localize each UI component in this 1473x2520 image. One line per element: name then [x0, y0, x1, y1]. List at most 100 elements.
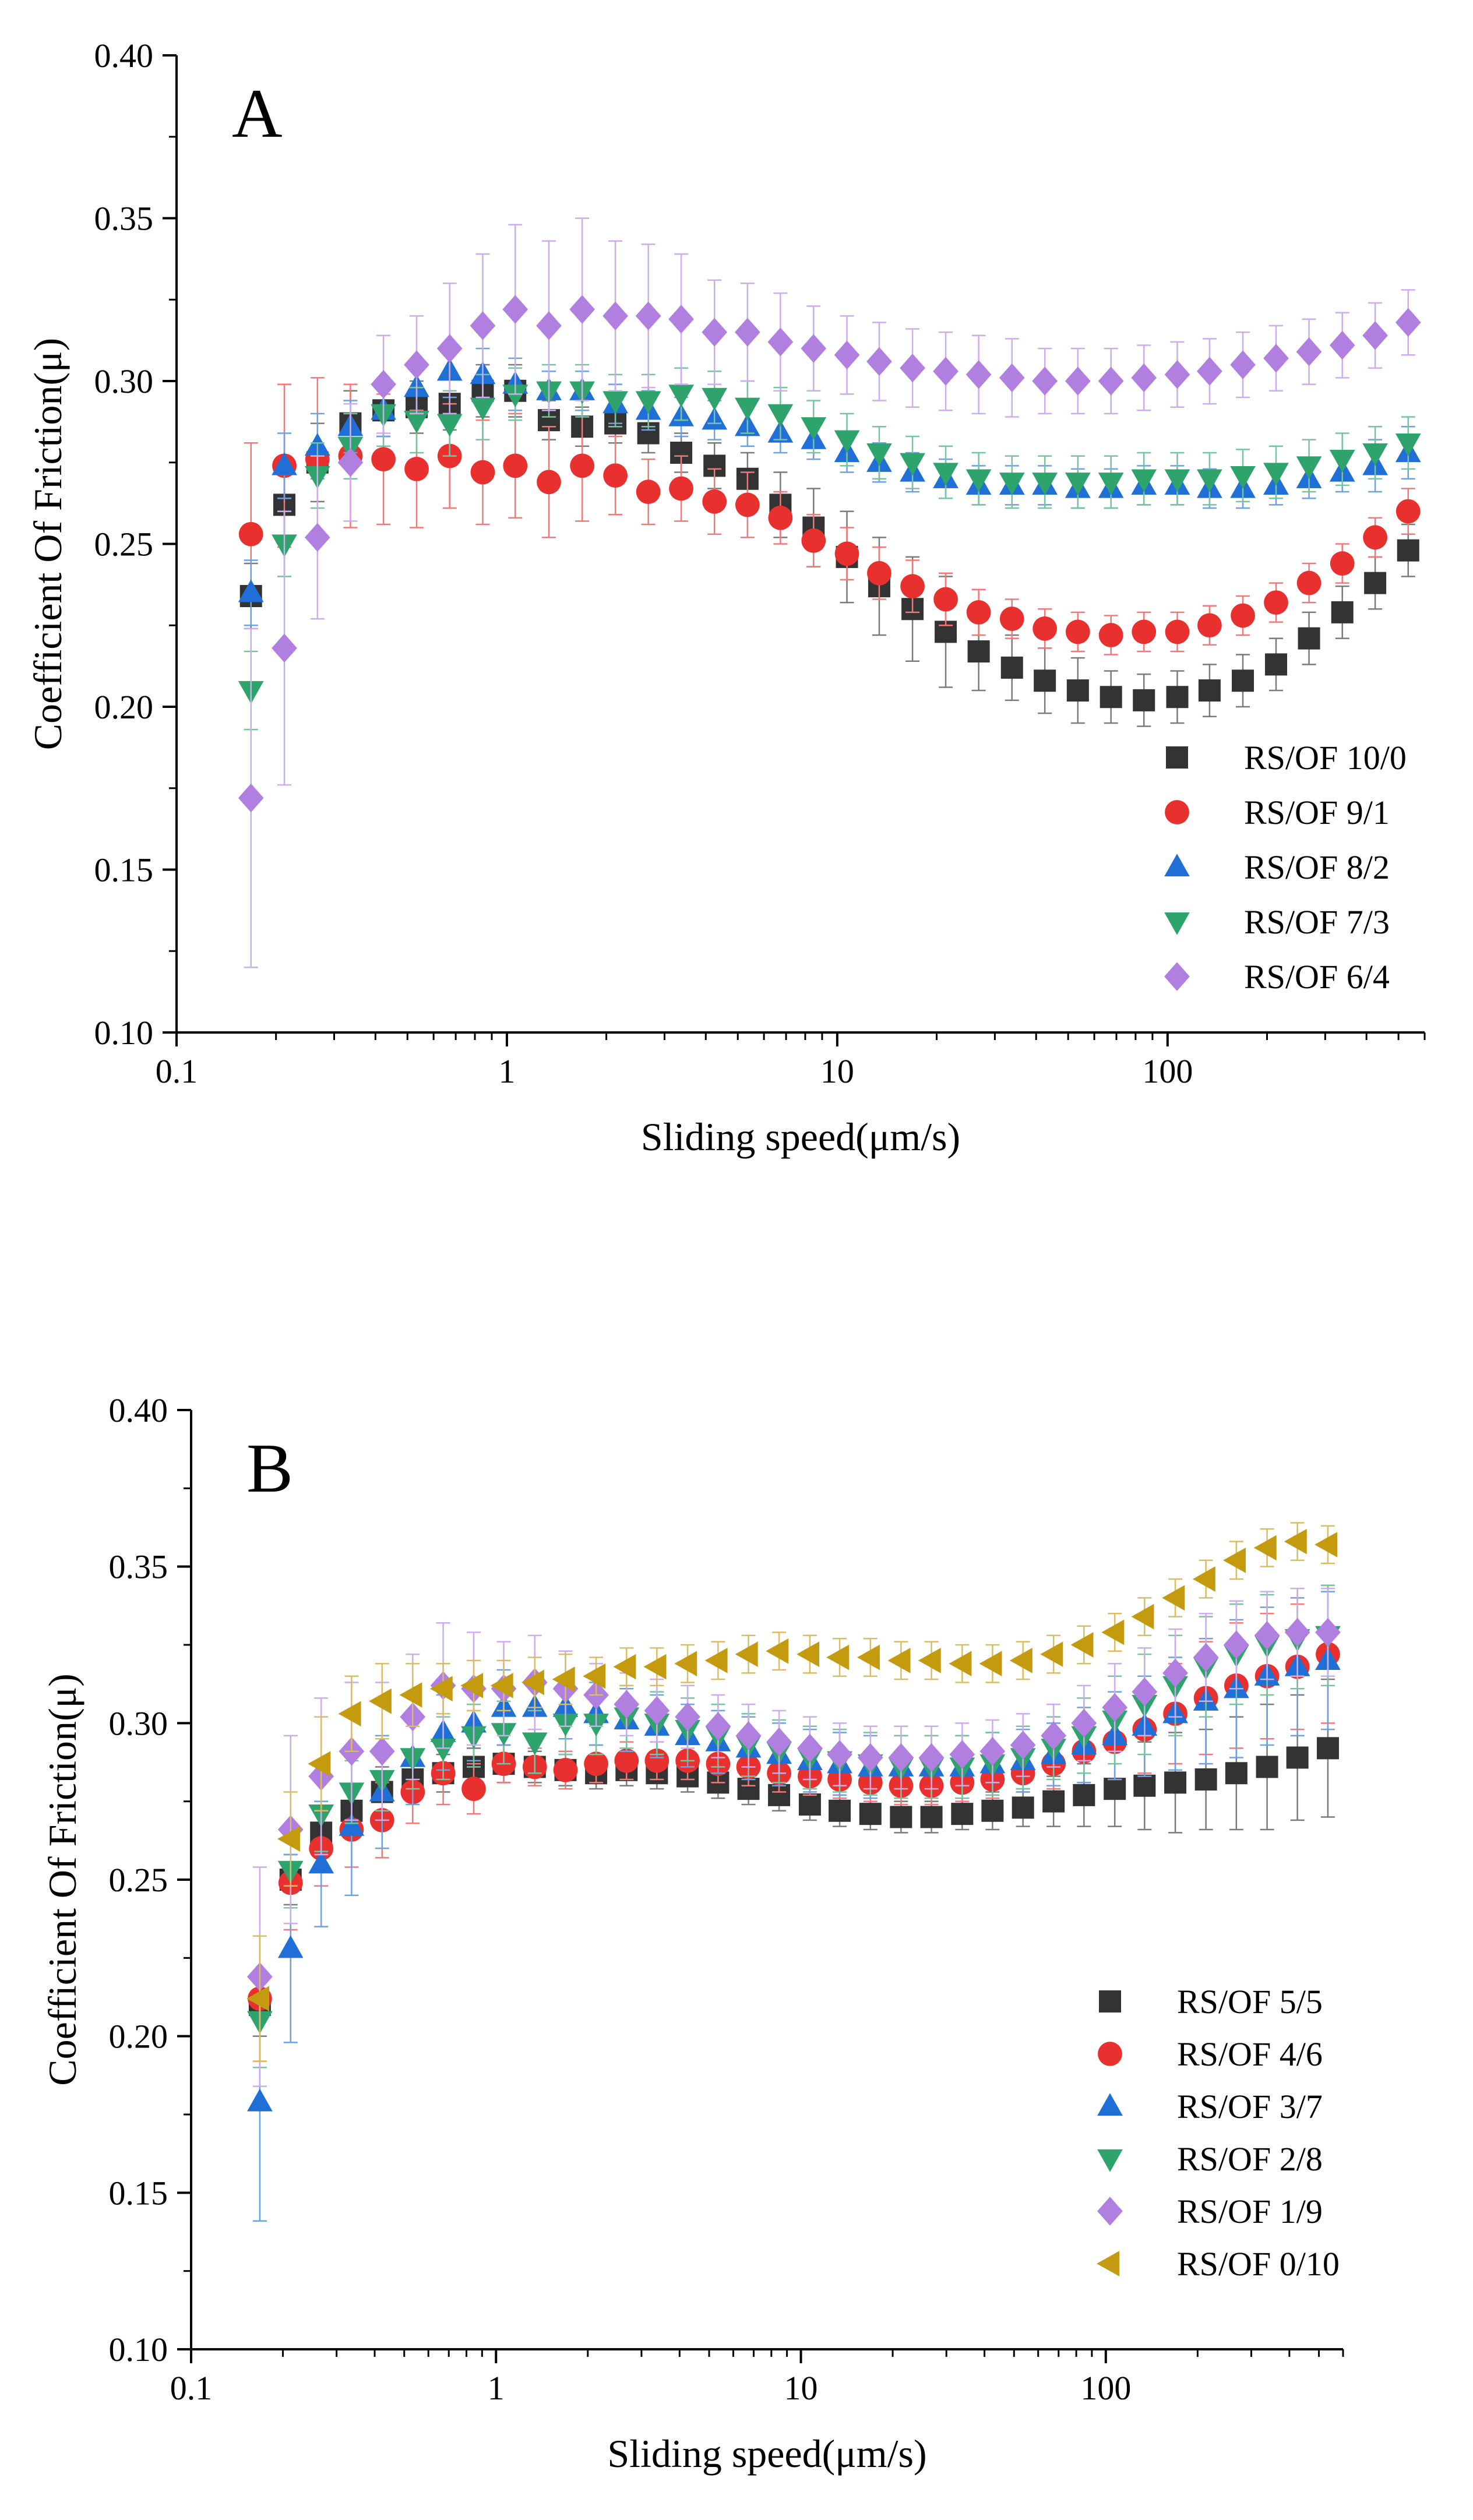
data-point [767, 327, 794, 357]
data-point [890, 1806, 912, 1828]
data-point [1066, 679, 1089, 702]
data-point [1363, 525, 1387, 550]
data-point [614, 1690, 640, 1719]
data-point [999, 473, 1025, 496]
data-point [918, 1743, 945, 1772]
data-point [1253, 1535, 1277, 1561]
x-tick-label: 100 [1142, 1052, 1193, 1090]
data-point [635, 301, 661, 330]
data-point [602, 391, 628, 414]
data-point [766, 1727, 792, 1757]
data-point [277, 1826, 300, 1852]
data-point [553, 1758, 578, 1782]
legend-marker [1166, 746, 1188, 769]
data-point [502, 385, 528, 408]
series-5 [246, 1522, 1338, 2062]
data-point [834, 430, 860, 453]
data-point [1329, 330, 1355, 360]
data-point [371, 447, 396, 472]
data-point [702, 387, 728, 411]
data-point [1230, 350, 1256, 379]
data-point [918, 1648, 941, 1673]
data-point [1197, 613, 1222, 638]
y-tick-label: 0.15 [94, 851, 154, 889]
data-point [1296, 456, 1322, 480]
data-point [461, 1777, 486, 1802]
data-point [834, 340, 860, 369]
data-point [674, 1651, 697, 1677]
data-point [1284, 1617, 1310, 1647]
data-point [1362, 321, 1388, 350]
data-point [1316, 1737, 1339, 1760]
y-tick-label: 0.25 [109, 1861, 168, 1899]
x-tick-label: 0.1 [156, 1052, 198, 1090]
data-point [1256, 1756, 1278, 1778]
legend-entry: RS/OF 7/3 [1244, 903, 1390, 941]
data-point [470, 397, 496, 421]
data-point [308, 1751, 331, 1777]
data-point [1197, 469, 1222, 492]
data-point [1286, 1746, 1309, 1769]
data-point [1009, 1648, 1032, 1673]
data-point [1065, 366, 1091, 396]
x-tick-label: 10 [820, 1052, 854, 1090]
data-point [1042, 1790, 1065, 1813]
data-point [536, 311, 562, 340]
data-point [1131, 1603, 1154, 1630]
chart-a-svg: 0.10 0.15 0.20 0.25 0.30 0.35 0.40 0.1 1 10 100 Sli… [26, 37, 1426, 1159]
data-point [636, 480, 661, 504]
data-point [1164, 469, 1190, 492]
data-point [246, 1986, 270, 2012]
data-point [1032, 616, 1058, 641]
data-point [429, 1676, 453, 1702]
series-4 [238, 217, 1421, 968]
y-tick-label: 0.30 [109, 1704, 168, 1742]
data-point [1296, 337, 1322, 366]
data-point [1263, 344, 1289, 373]
legend-entry: RS/OF 5/5 [1177, 1983, 1323, 2021]
legend-entry: RS/OF 3/7 [1177, 2088, 1323, 2126]
data-point [705, 1712, 731, 1741]
data-point [1298, 627, 1320, 650]
data-point [826, 1644, 850, 1670]
data-point [272, 633, 297, 663]
data-point [1164, 360, 1190, 389]
x-tick-label: 100 [1080, 2369, 1131, 2407]
data-point [675, 1702, 700, 1732]
y-tick-label: 0.40 [109, 1391, 168, 1429]
axes: 0.10 0.15 0.20 0.25 0.30 0.35 0.40 0.1 1 10 100 [109, 1391, 1344, 2407]
data-point [470, 311, 496, 340]
y-tick-label: 0.30 [94, 362, 154, 400]
data-point [933, 357, 958, 386]
data-point [887, 1648, 911, 1673]
data-point [1315, 1617, 1341, 1647]
data-point [951, 1803, 974, 1825]
data-point [602, 301, 628, 330]
data-point [1254, 1621, 1280, 1650]
data-point [1330, 551, 1355, 576]
data-point [735, 397, 760, 421]
data-point [801, 417, 827, 440]
data-point [304, 523, 330, 552]
data-point [857, 1743, 883, 1772]
panel-label: A [232, 75, 283, 152]
data-point [933, 463, 958, 486]
data-point [643, 1654, 667, 1680]
data-point [735, 1721, 762, 1750]
data-point [502, 295, 528, 324]
data-point [1131, 469, 1157, 492]
data-point [1395, 433, 1421, 457]
axes: 0.10 0.15 0.20 0.25 0.30 0.35 0.40 0.1 1 10 100 [94, 37, 1426, 1090]
data-point [1098, 623, 1123, 647]
data-point [801, 528, 826, 553]
data-point [933, 587, 958, 612]
data-point [272, 452, 297, 475]
data-point [670, 441, 693, 464]
data-point [238, 783, 264, 813]
data-point [238, 579, 264, 602]
data-point [404, 350, 429, 379]
data-point [1265, 653, 1288, 676]
data-point [1132, 1677, 1158, 1707]
data-point [337, 448, 364, 477]
data-point [888, 1743, 914, 1772]
